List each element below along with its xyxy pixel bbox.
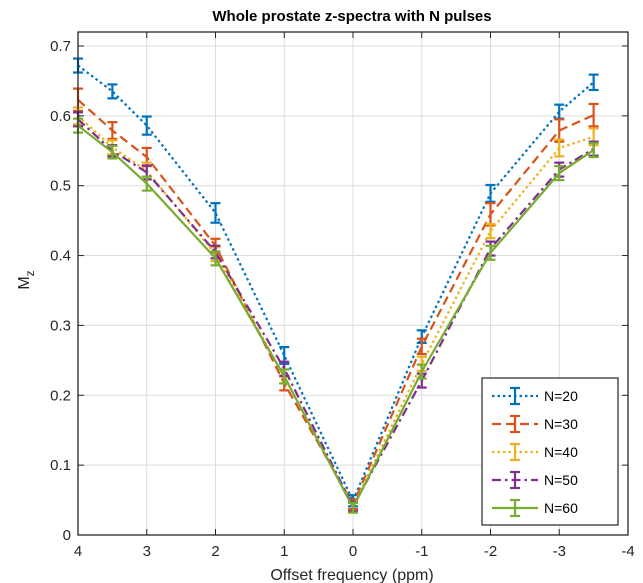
series-line — [77, 114, 594, 508]
y-tick-label: 0.6 — [50, 108, 71, 125]
errorbar — [588, 102, 599, 128]
x-tick-label: -4 — [621, 543, 634, 560]
y-tick-label: 0 — [63, 527, 71, 544]
y-tick-label: 0.7 — [50, 38, 71, 55]
errorbar — [485, 183, 496, 203]
errorbar — [416, 337, 427, 356]
errorbar — [107, 144, 118, 160]
x-tick-label: 2 — [211, 543, 219, 560]
legend-label: N=30 — [544, 416, 578, 432]
legend-item: N=20 — [492, 386, 578, 406]
x-tick-label: -3 — [553, 543, 566, 560]
legend-errorbar — [510, 498, 520, 518]
errorbar — [554, 165, 565, 182]
y-axis-label-main: M — [16, 276, 33, 289]
x-tick-label: 0 — [349, 543, 357, 560]
y-axis-label-sub: z — [23, 270, 37, 276]
legend-item: N=30 — [492, 414, 578, 434]
series-n-60 — [73, 117, 599, 514]
errorbar — [279, 368, 290, 385]
errorbar — [485, 223, 496, 240]
y-tick-label: 0.2 — [50, 387, 71, 404]
legend-label: N=20 — [544, 388, 578, 404]
ticks: 4 3 2 1 0 -1 -2 -3 -4 0 0.1 0.2 0.3 0.4 0.5 0.6 0.7 — [50, 32, 635, 560]
x-axis-label: Offset frequency (ppm) — [270, 567, 433, 583]
series-line — [77, 124, 595, 509]
legend-errorbar — [510, 414, 520, 434]
legend-errorbar — [510, 470, 520, 490]
legend-errorbar — [510, 442, 520, 462]
errorbar — [107, 121, 118, 140]
x-tick-label: -2 — [484, 543, 497, 560]
errorbar — [348, 501, 358, 514]
legend-label: N=40 — [544, 444, 578, 460]
x-tick-label: -1 — [415, 543, 428, 560]
errorbar — [485, 244, 496, 261]
chart-title: Whole prostate z-spectra with N pulses — [212, 8, 491, 25]
errorbar — [588, 141, 599, 159]
y-tick-label: 0.4 — [50, 248, 71, 265]
legend-item: N=40 — [492, 442, 578, 462]
errorbar — [107, 83, 118, 100]
errorbar — [554, 138, 565, 158]
legend-item: N=50 — [492, 470, 578, 490]
errorbar — [141, 115, 152, 136]
errorbar — [210, 202, 221, 224]
series-line — [77, 64, 595, 502]
x-tick-label: 4 — [74, 543, 82, 560]
legend-item: N=60 — [492, 498, 578, 518]
legend-errorbar — [510, 386, 520, 406]
y-axis-label: Mz — [16, 270, 37, 289]
legend: N=20 N=30 N=40 N=50 N=60 — [481, 377, 619, 526]
errorbar — [210, 250, 221, 267]
series-line — [77, 118, 595, 508]
errorbar — [416, 363, 427, 380]
y-tick-label: 0.1 — [50, 457, 71, 474]
y-tick-label: 0.5 — [50, 178, 71, 195]
legend-label: N=60 — [544, 500, 578, 516]
errorbar — [141, 175, 152, 192]
series-layer — [73, 57, 599, 514]
errorbar — [588, 73, 599, 92]
x-tick-label: 1 — [280, 543, 288, 560]
legend-label: N=50 — [544, 472, 578, 488]
y-tick-label: 0.3 — [50, 317, 71, 334]
x-tick-label: 3 — [143, 543, 151, 560]
